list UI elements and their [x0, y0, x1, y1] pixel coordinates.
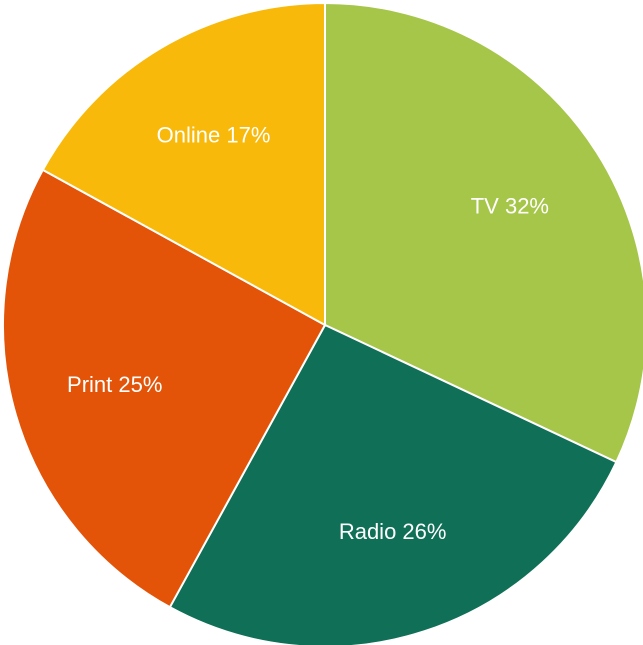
pie-slice-print — [2, 168, 327, 609]
slice-label-tv: TV 32% — [471, 193, 549, 218]
slice-label-radio: Radio 26% — [339, 519, 447, 544]
pie-labels: TV 32% Radio 26% Print 25% Online 17% — [67, 122, 549, 544]
slice-label-online: Online 17% — [157, 122, 271, 147]
slice-label-print: Print 25% — [67, 372, 162, 397]
pie-slice-online — [41, 1, 326, 327]
